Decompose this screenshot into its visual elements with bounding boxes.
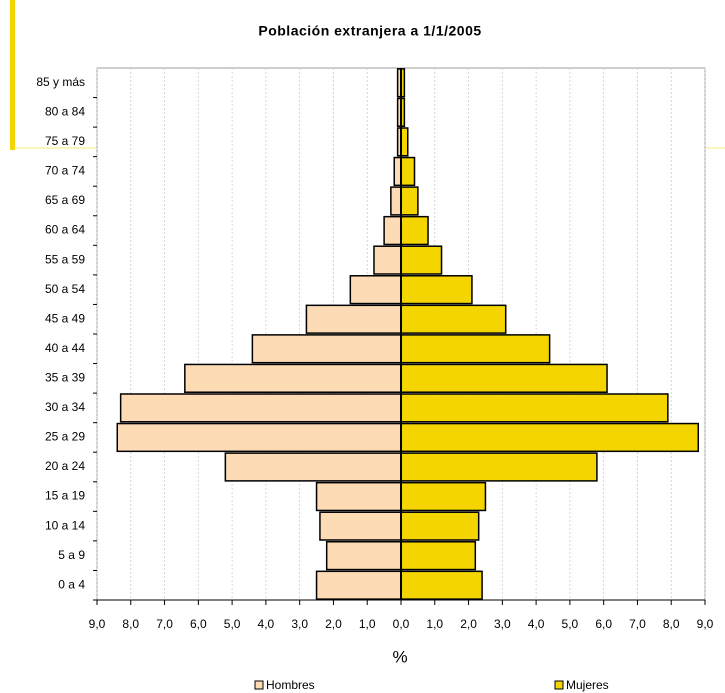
decor-bar [10,0,15,150]
y-tick-label: 20 a 24 [45,459,85,473]
x-tick-label: 9,0 [89,617,106,631]
y-tick-label: 0 a 4 [58,577,85,591]
bar [400,393,669,423]
bar [400,363,608,393]
y-tick-label: 55 a 59 [45,252,85,266]
bar [400,245,443,275]
bar [393,156,402,187]
bar [325,541,402,571]
bar [119,393,402,423]
chart-title: Población extranjera a 1/1/2005 [258,23,481,39]
legend-swatch [554,680,564,690]
bar [400,127,409,157]
bar [400,541,477,571]
bar [116,422,402,453]
x-tick-label: 5,0 [224,617,241,631]
legend-label: Hombres [266,678,315,692]
bar [373,245,402,275]
bar [400,156,416,187]
y-tick-label: 5 a 9 [58,548,85,562]
x-tick-label: 1,0 [426,617,443,631]
x-tick-label: 6,0 [190,617,207,631]
x-tick-label: 8,0 [663,617,680,631]
bar [315,481,402,512]
x-axis-label: % [392,647,407,666]
bar [400,304,507,334]
bar [400,422,699,453]
bar [400,452,598,482]
bar [383,215,402,246]
y-tick-label: 50 a 54 [45,282,85,296]
bar [319,511,402,541]
y-tick-label: 30 a 34 [45,400,85,414]
y-tick-label: 65 a 69 [45,193,85,207]
y-tick-label: 45 a 49 [45,311,85,325]
x-tick-label: 7,0 [629,617,646,631]
y-tick-label: 40 a 44 [45,341,85,355]
bar [184,363,402,393]
x-tick-label: 6,0 [595,617,612,631]
bar [400,215,429,246]
bar [349,275,402,305]
x-tick-label: 2,0 [325,617,342,631]
x-tick-label: 7,0 [156,617,173,631]
y-tick-label: 75 a 79 [45,134,85,148]
x-tick-label: 2,0 [460,617,477,631]
bar [251,334,402,364]
bar [390,186,402,216]
bar [400,481,487,512]
y-tick-label: 35 a 39 [45,371,85,385]
x-tick-label: 4,0 [258,617,275,631]
bar [400,275,473,305]
y-tick-label: 25 a 29 [45,430,85,444]
x-tick-label: 1,0 [359,617,376,631]
bar [400,511,480,541]
x-tick-label: 3,0 [494,617,511,631]
bar [224,452,402,482]
bar [400,186,419,216]
y-tick-label: 15 a 19 [45,489,85,503]
bar [305,304,402,334]
x-tick-label: 5,0 [562,617,579,631]
y-tick-label: 85 y más [36,75,85,89]
legend-swatch [254,680,264,690]
bar [400,334,551,364]
x-tick-label: 9,0 [697,617,714,631]
y-tick-label: 80 a 84 [45,105,85,119]
bar [315,570,402,600]
y-tick-label: 10 a 14 [45,518,85,532]
x-tick-label: 3,0 [291,617,308,631]
x-tick-label: 4,0 [528,617,545,631]
x-tick-label: 8,0 [122,617,139,631]
bar [400,570,483,600]
y-tick-label: 60 a 64 [45,223,85,237]
legend-label: Mujeres [566,678,609,692]
y-tick-label: 70 a 74 [45,164,85,178]
x-tick-label: 0,0 [393,617,410,631]
